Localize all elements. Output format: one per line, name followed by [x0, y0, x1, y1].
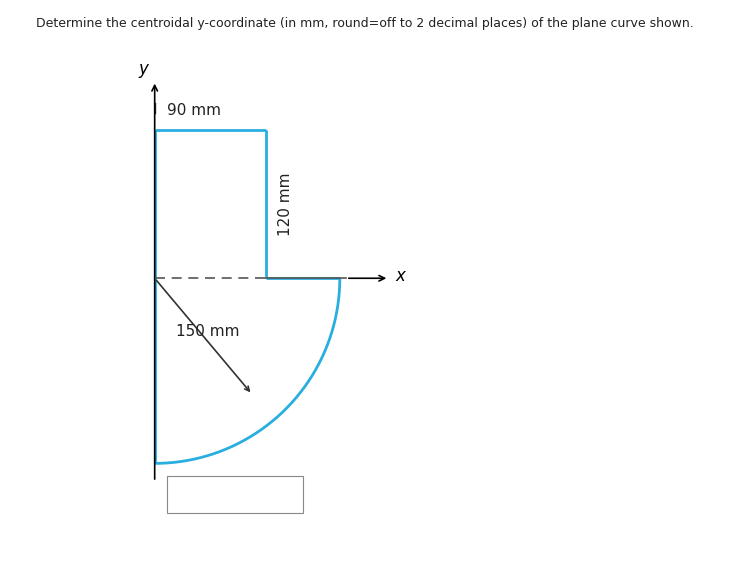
Text: 90 mm: 90 mm [167, 103, 221, 118]
Text: x: x [395, 267, 405, 285]
Text: 150 mm: 150 mm [176, 324, 240, 339]
Text: 120 mm: 120 mm [278, 172, 293, 236]
Text: y: y [139, 61, 149, 79]
Text: Determine the centroidal y-coordinate (in mm, round=off to 2 decimal places) of : Determine the centroidal y-coordinate (i… [36, 17, 693, 30]
Bar [167, 476, 303, 513]
